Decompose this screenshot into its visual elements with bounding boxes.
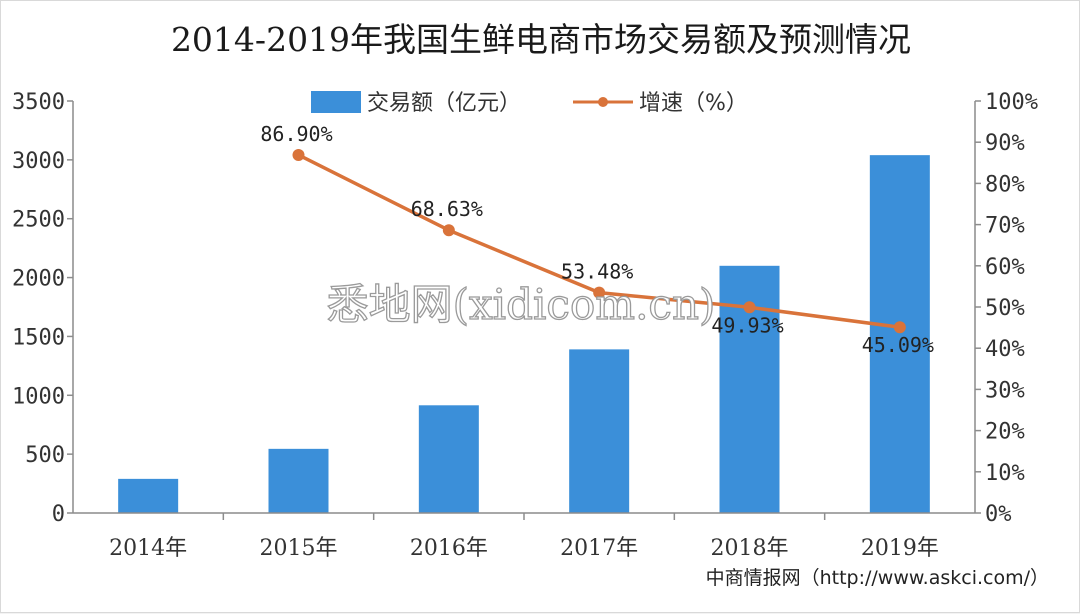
x-tick-label: 2015年 [260, 536, 338, 561]
bar-series [118, 155, 930, 514]
y-right-tick-label: 100% [985, 90, 1038, 115]
y-right-tick-label: 50% [985, 296, 1025, 321]
y-right-tick-label: 90% [985, 131, 1025, 156]
growth-data-label: 86.90% [260, 122, 332, 146]
y-right-tick-label: 70% [985, 214, 1025, 239]
bar [418, 405, 479, 513]
legend-swatch-volume [311, 91, 361, 113]
x-tick-label: 2017年 [560, 536, 638, 561]
x-tick-label: 2019年 [861, 536, 939, 561]
y-right-tick-label: 10% [985, 461, 1025, 486]
y-left-tick-label: 3000 [12, 149, 65, 174]
y-left-tick-label: 2000 [12, 267, 65, 292]
x-tick-label: 2014年 [109, 536, 187, 561]
bar [268, 448, 329, 513]
growth-point [743, 301, 756, 314]
growth-point [442, 224, 455, 237]
y-left-tick-label: 2500 [12, 208, 65, 233]
y-left-tick-label: 0 [52, 502, 65, 527]
y-left-tick-label: 1000 [12, 384, 65, 409]
y-right-tick-label: 80% [985, 172, 1025, 197]
x-tick-label: 2016年 [410, 536, 488, 561]
growth-point [292, 148, 305, 161]
y-right-tick-label: 40% [985, 337, 1025, 362]
y-left-tick-label: 3500 [12, 90, 65, 115]
x-tick-label: 2018年 [711, 536, 789, 561]
bar [569, 349, 630, 513]
growth-data-label: 68.63% [411, 197, 483, 221]
line-series: 86.90% 68.63% 53.48% 49.93% 45.09% [260, 122, 934, 357]
legend-label-volume: 交易额（亿元） [367, 91, 521, 116]
y-left-tick-label: 500 [25, 443, 65, 468]
growth-point [893, 321, 906, 334]
chart-title: 2014-2019年我国生鲜电商市场交易额及预测情况 [171, 20, 911, 59]
bar [118, 478, 179, 513]
legend-label-growth: 增速（%） [639, 91, 748, 116]
y-left-tick-label: 1500 [12, 325, 65, 350]
growth-data-label: 49.93% [711, 313, 783, 337]
y-right-tick-label: 20% [985, 420, 1025, 445]
growth-point [593, 286, 606, 299]
y-right-tick-label: 0% [985, 502, 1012, 527]
y-right-tick-label: 60% [985, 255, 1025, 280]
watermark-text: 悉地网(xidicom.cn) [327, 280, 716, 329]
chart-legend: 交易额（亿元） 增速（%） [311, 91, 748, 116]
bar [869, 155, 930, 514]
axes: 0 500 1000 1500 2000 2500 3000 3500 0% 10% 20% 30% 4… [12, 90, 1038, 561]
source-text: 中商情报网（http://www.askci.com/） [706, 567, 1049, 589]
growth-data-label: 45.09% [862, 333, 934, 357]
legend-marker-growth [598, 97, 608, 107]
growth-data-label: 53.48% [561, 260, 633, 284]
y-right-tick-label: 30% [985, 378, 1025, 403]
